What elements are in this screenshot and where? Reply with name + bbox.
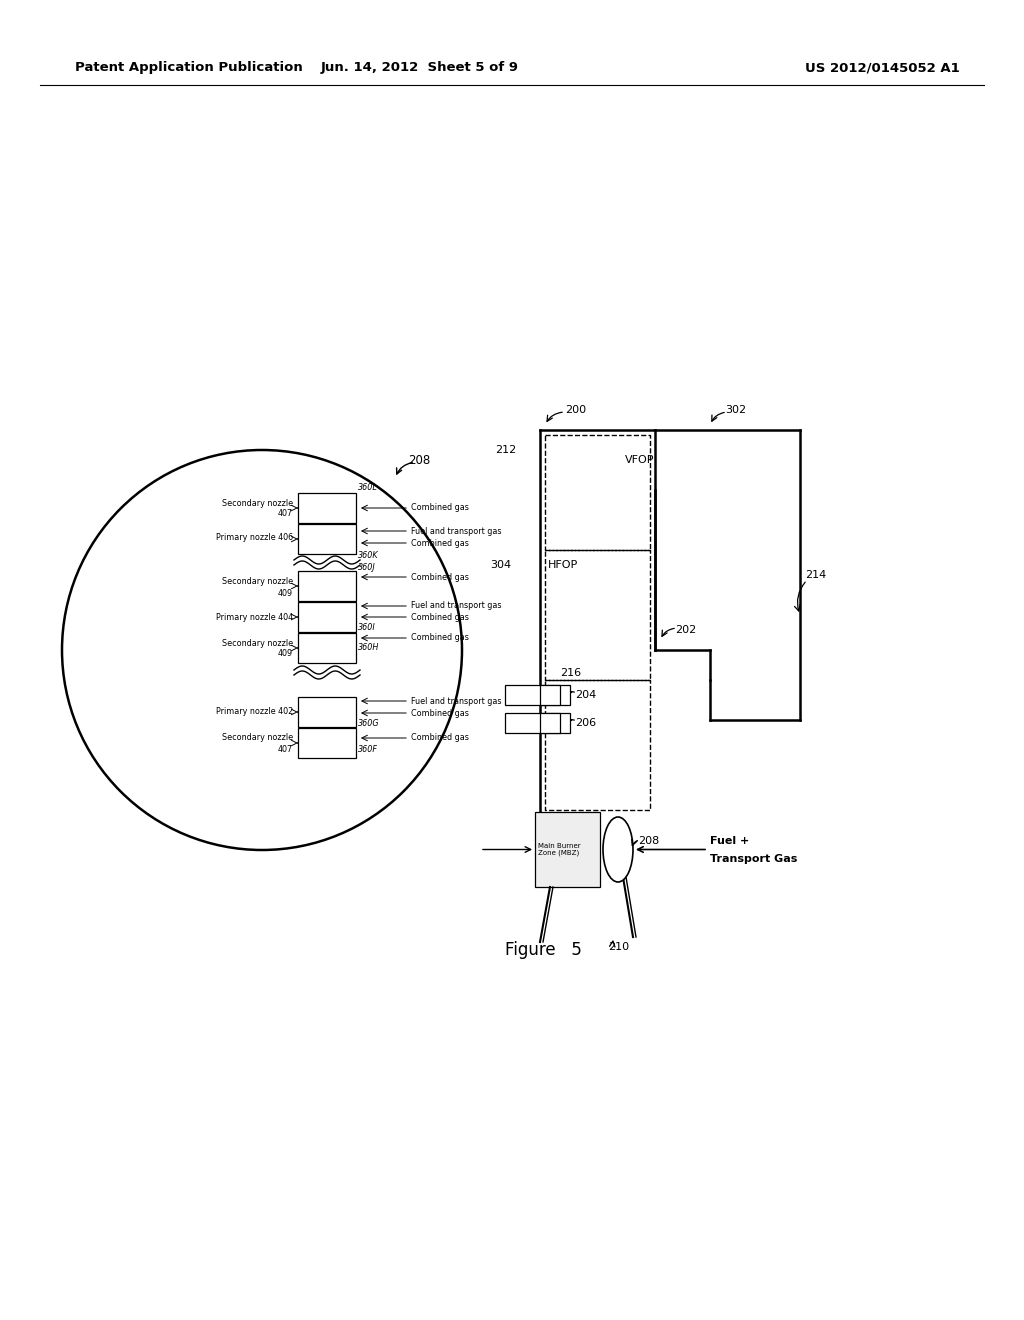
Text: L SOFA: L SOFA [515, 719, 539, 726]
Text: Primary nozzle 406: Primary nozzle 406 [216, 533, 293, 543]
Bar [298, 524, 356, 554]
Text: Combined gas: Combined gas [411, 709, 469, 718]
Text: 202: 202 [675, 624, 696, 635]
Text: Jun. 14, 2012  Sheet 5 of 9: Jun. 14, 2012 Sheet 5 of 9 [321, 62, 519, 74]
Text: 409: 409 [278, 589, 293, 598]
Text: US 2012/0145052 A1: US 2012/0145052 A1 [805, 62, 961, 74]
Text: 200: 200 [565, 405, 586, 414]
Bar [298, 729, 356, 758]
Text: 409: 409 [278, 649, 293, 659]
Text: Main Burner
Zone (MBZ): Main Burner Zone (MBZ) [538, 842, 581, 857]
Text: 360F: 360F [358, 744, 378, 754]
Text: 210: 210 [608, 942, 629, 952]
Bar [298, 697, 356, 727]
Text: Primary nozzle 402: Primary nozzle 402 [216, 708, 293, 717]
Text: 216: 216 [560, 668, 582, 678]
Text: Combined gas: Combined gas [411, 734, 469, 742]
Text: Figure   5: Figure 5 [505, 941, 582, 960]
Text: 407: 407 [278, 744, 293, 754]
Bar [298, 602, 356, 632]
Bar [505, 685, 570, 705]
Text: 304: 304 [490, 560, 511, 570]
Text: Primary nozzle 404: Primary nozzle 404 [216, 612, 293, 622]
Text: HFOP: HFOP [548, 560, 579, 570]
Text: Secondary nozzle: Secondary nozzle [222, 578, 293, 586]
Text: 206: 206 [575, 718, 596, 729]
Bar [535, 812, 600, 887]
Bar [298, 634, 356, 663]
Text: Fuel and transport gas: Fuel and transport gas [411, 602, 502, 610]
Ellipse shape [603, 817, 633, 882]
Text: 360I: 360I [358, 623, 376, 632]
Text: Fuel and transport gas: Fuel and transport gas [411, 697, 502, 705]
Text: 407: 407 [278, 510, 293, 519]
Text: Fuel +: Fuel + [710, 837, 750, 846]
Text: Combined gas: Combined gas [411, 539, 469, 548]
Text: Combined gas: Combined gas [411, 634, 469, 643]
Text: Patent Application Publication: Patent Application Publication [75, 62, 303, 74]
Text: 208: 208 [638, 837, 659, 846]
Text: Combined gas: Combined gas [411, 573, 469, 582]
Text: 208: 208 [408, 454, 430, 466]
Text: 302: 302 [725, 405, 746, 414]
Text: 360L: 360L [358, 483, 378, 491]
Text: VFOP: VFOP [625, 455, 654, 465]
Text: Secondary nozzle: Secondary nozzle [222, 499, 293, 507]
Bar [540, 713, 560, 733]
Text: 360G: 360G [358, 719, 380, 729]
Text: U SOFA: U SOFA [515, 692, 541, 698]
Text: 360J: 360J [358, 564, 376, 573]
Text: Fuel and transport gas: Fuel and transport gas [411, 527, 502, 536]
Text: Combined gas: Combined gas [411, 612, 469, 622]
Text: Transport Gas: Transport Gas [710, 854, 798, 865]
Text: Secondary nozzle: Secondary nozzle [222, 639, 293, 648]
Text: 212: 212 [495, 445, 516, 455]
Text: Combined gas: Combined gas [411, 503, 469, 512]
Bar [540, 685, 560, 705]
Text: 214: 214 [805, 570, 826, 579]
Bar [505, 713, 570, 733]
Text: 360H: 360H [358, 644, 379, 652]
Text: Secondary nozzle: Secondary nozzle [222, 734, 293, 742]
Bar [298, 572, 356, 601]
Bar [298, 492, 356, 523]
Text: 204: 204 [575, 690, 596, 700]
Text: 360K: 360K [358, 552, 379, 561]
